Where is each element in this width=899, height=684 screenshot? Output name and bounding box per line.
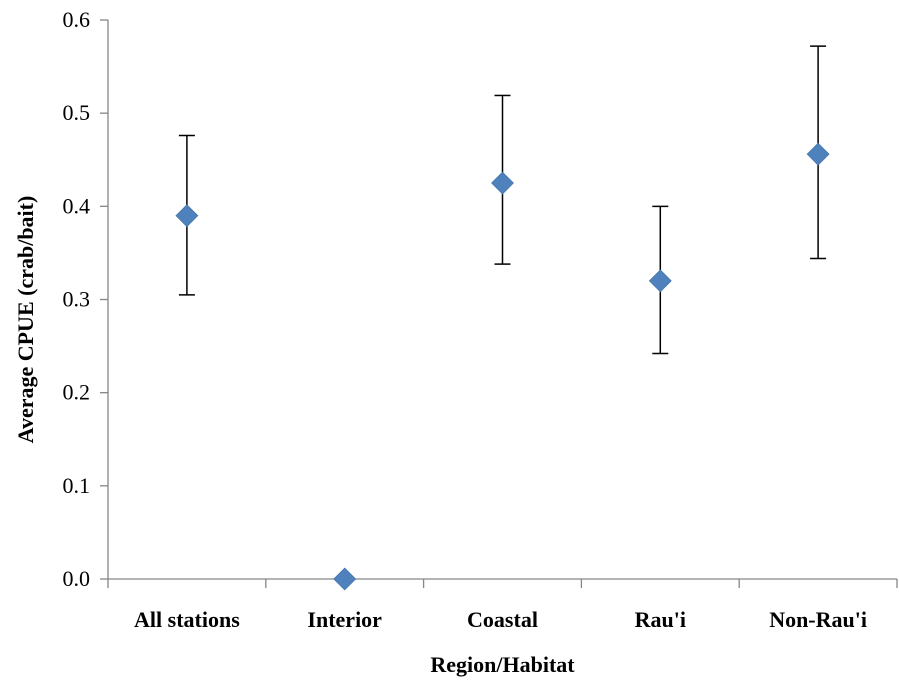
y-tick-label: 0.2 (63, 380, 91, 405)
y-tick-label: 0.6 (63, 7, 91, 32)
data-point (491, 171, 514, 195)
y-tick-label: 0.4 (63, 193, 91, 218)
y-axis-title: Average CPUE (crab/bait) (13, 196, 38, 444)
x-category-label: Rau'i (635, 607, 686, 632)
data-point (175, 204, 199, 228)
x-category-label: All stations (134, 607, 240, 632)
x-category-label: Non-Rau'i (769, 607, 867, 632)
y-tick-label: 0.3 (63, 287, 91, 312)
y-axis: 0.0 0.1 0.2 0.3 0.4 0.5 0.6 (63, 7, 109, 591)
y-tick-label: 0.1 (63, 473, 91, 498)
x-axis: All stations Interior Coastal Rau'i Non-Rau'… (107, 578, 898, 632)
y-tick-label: 0.0 (63, 566, 91, 591)
data-point (333, 567, 357, 591)
x-category-label: Coastal (467, 607, 538, 632)
data-point (648, 269, 672, 293)
y-tick-label: 0.5 (63, 100, 91, 125)
x-category-label: Interior (307, 607, 382, 632)
error-bars (178, 45, 827, 355)
x-axis-title: Region/Habitat (430, 652, 575, 677)
data-points (175, 142, 830, 591)
data-point (806, 142, 830, 166)
